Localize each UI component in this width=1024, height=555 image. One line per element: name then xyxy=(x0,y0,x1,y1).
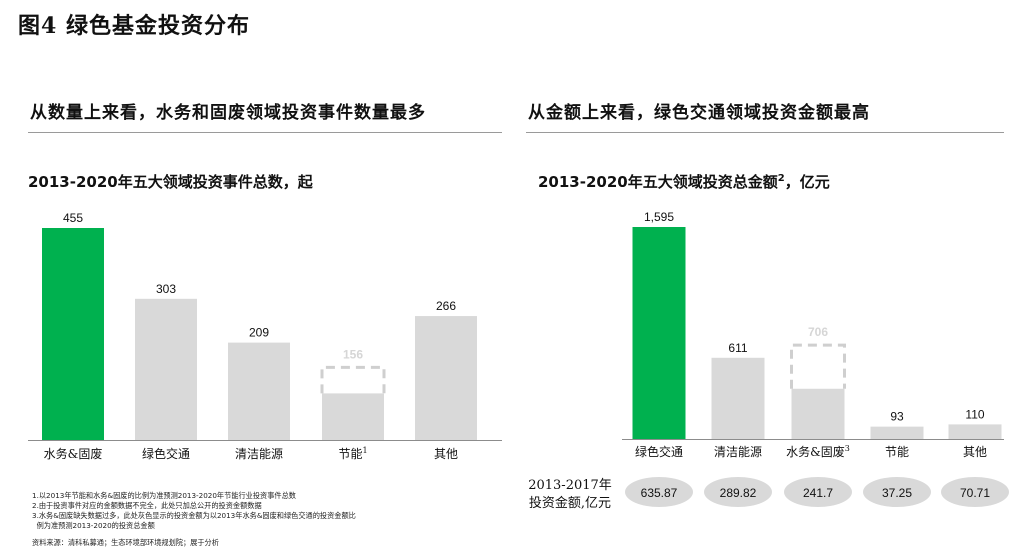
right-category-4: 节能 xyxy=(885,445,909,459)
right-row-value-3: 241.7 xyxy=(803,486,833,500)
left-bar-5 xyxy=(415,316,477,440)
left-value-label-2: 303 xyxy=(156,282,176,296)
right-row-oval-3 xyxy=(784,477,852,507)
right-value-label-2: 611 xyxy=(728,341,747,355)
footnotes: 1.以2013年节能和水务&固废的比例为准预测2013-2020年节能行业投资事… xyxy=(32,491,356,531)
right-value-label-1: 1,595 xyxy=(644,210,674,224)
left-value-label-1: 455 xyxy=(63,211,83,225)
left-category-5: 其他 xyxy=(434,447,458,461)
right-bar-2 xyxy=(711,357,765,439)
right-projected-label-3: 706 xyxy=(808,325,828,339)
right-row-oval-2 xyxy=(704,477,772,507)
source-note: 资料来源：清科私募通；生态环境部环境规划院；展于分析 xyxy=(32,538,219,547)
left-bar-3 xyxy=(228,342,290,440)
right-bar-1 xyxy=(632,227,686,439)
right-category-3: 水务&固废3 xyxy=(786,444,850,459)
left-value-label-3: 209 xyxy=(249,326,269,340)
right-row-value-1: 635.87 xyxy=(641,486,678,500)
right-bar-5 xyxy=(948,424,1002,439)
right-divider xyxy=(526,132,1004,133)
left-projected-label-4: 156 xyxy=(343,347,363,361)
footnote-2: 2.由于投资事件对应的金额数据不完全，此处只加总公开的投资金额数据 xyxy=(32,501,262,510)
left-category-1: 水务&固废 xyxy=(44,446,103,461)
left-chart-title: 2013-2020年五大领域投资事件总数，起 xyxy=(28,173,313,191)
right-row-oval-1 xyxy=(625,477,693,507)
left-bar-4-projection xyxy=(320,365,386,394)
left-subtitle: 从数量上来看，水务和固废领域投资事件数量最多 xyxy=(30,103,426,123)
left-category-3: 清洁能源 xyxy=(235,447,283,461)
figure-title: 图4 绿色基金投资分布 xyxy=(18,13,250,39)
right-category-1: 绿色交通 xyxy=(635,444,683,459)
right-row-value-2: 289.82 xyxy=(720,486,757,500)
left-bar-2 xyxy=(135,298,197,440)
right-value-label-5: 110 xyxy=(965,407,984,421)
right-bar-3 xyxy=(791,388,845,439)
right-row-oval-5 xyxy=(941,477,1009,507)
footnote-3: 3.水务&固废缺失数据过多，此处灰色显示的投资金额为以2013年水务&固废和绿色… xyxy=(32,511,356,520)
left-bar-1 xyxy=(42,228,104,440)
left-value-label-5: 266 xyxy=(436,299,456,313)
right-category-2: 清洁能源 xyxy=(714,445,762,459)
right-bar-3-projection xyxy=(790,343,846,389)
right-bar-4 xyxy=(870,426,924,439)
row-label-line1: 2013-2017年 xyxy=(528,478,612,493)
left-category-4: 节能1 xyxy=(338,446,367,461)
right-row-value-5: 70.71 xyxy=(960,486,990,500)
right-row-value-4: 37.25 xyxy=(882,486,912,500)
right-subtitle: 从金额上来看，绿色交通领域投资金额最高 xyxy=(528,103,870,123)
right-category-5: 其他 xyxy=(963,445,987,459)
row-label-line2: 投资金额,亿元 xyxy=(528,496,612,511)
footnote-1: 1.以2013年节能和水务&固废的比例为准预测2013-2020年节能行业投资事… xyxy=(32,491,296,500)
left-divider xyxy=(28,132,502,133)
right-row-oval-4 xyxy=(863,477,931,507)
right-value-label-4: 93 xyxy=(890,410,904,424)
left-category-2: 绿色交通 xyxy=(142,446,190,461)
row-label: 2013-2017年 投资金额,亿元 xyxy=(522,477,618,513)
footnote-3-cont: 例为准预测2013-2020的投资总金额 xyxy=(32,521,155,530)
right-chart-title: 2013-2020年五大领域投资总金额2，亿元 xyxy=(538,173,830,191)
left-bar-4 xyxy=(322,393,384,440)
